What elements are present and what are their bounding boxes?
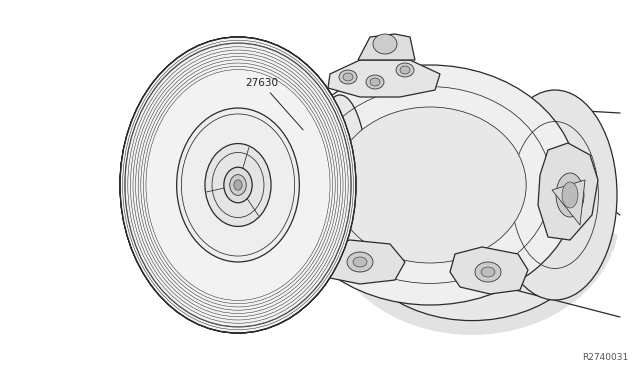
Ellipse shape (312, 95, 368, 275)
Polygon shape (272, 110, 338, 176)
Ellipse shape (294, 128, 322, 168)
Polygon shape (328, 60, 440, 97)
Ellipse shape (347, 252, 373, 272)
Ellipse shape (120, 37, 356, 333)
Text: R2740031: R2740031 (582, 353, 628, 362)
Ellipse shape (205, 144, 271, 227)
Ellipse shape (366, 75, 384, 89)
Ellipse shape (342, 109, 602, 321)
Ellipse shape (205, 144, 271, 227)
Ellipse shape (400, 66, 410, 74)
Ellipse shape (370, 78, 380, 86)
Ellipse shape (300, 137, 316, 159)
Ellipse shape (230, 174, 246, 195)
Ellipse shape (234, 180, 242, 190)
Ellipse shape (177, 108, 300, 262)
Ellipse shape (556, 173, 584, 217)
Ellipse shape (282, 65, 578, 305)
Ellipse shape (224, 167, 252, 203)
Text: 27630: 27630 (245, 78, 303, 130)
Ellipse shape (562, 182, 578, 208)
Polygon shape (552, 180, 585, 225)
Ellipse shape (396, 63, 414, 77)
Ellipse shape (339, 70, 357, 84)
Ellipse shape (342, 109, 602, 321)
Ellipse shape (481, 267, 495, 277)
Polygon shape (312, 240, 405, 284)
Polygon shape (284, 206, 618, 335)
Ellipse shape (230, 174, 246, 195)
Polygon shape (284, 65, 618, 194)
Polygon shape (358, 34, 415, 60)
Ellipse shape (353, 257, 367, 267)
Ellipse shape (224, 167, 252, 203)
Polygon shape (450, 247, 528, 294)
Ellipse shape (334, 107, 526, 263)
Polygon shape (538, 143, 598, 240)
Ellipse shape (234, 180, 242, 190)
Ellipse shape (475, 262, 501, 282)
Ellipse shape (177, 108, 300, 262)
Ellipse shape (343, 73, 353, 81)
Ellipse shape (493, 90, 617, 300)
Ellipse shape (373, 34, 397, 54)
Ellipse shape (120, 37, 356, 333)
